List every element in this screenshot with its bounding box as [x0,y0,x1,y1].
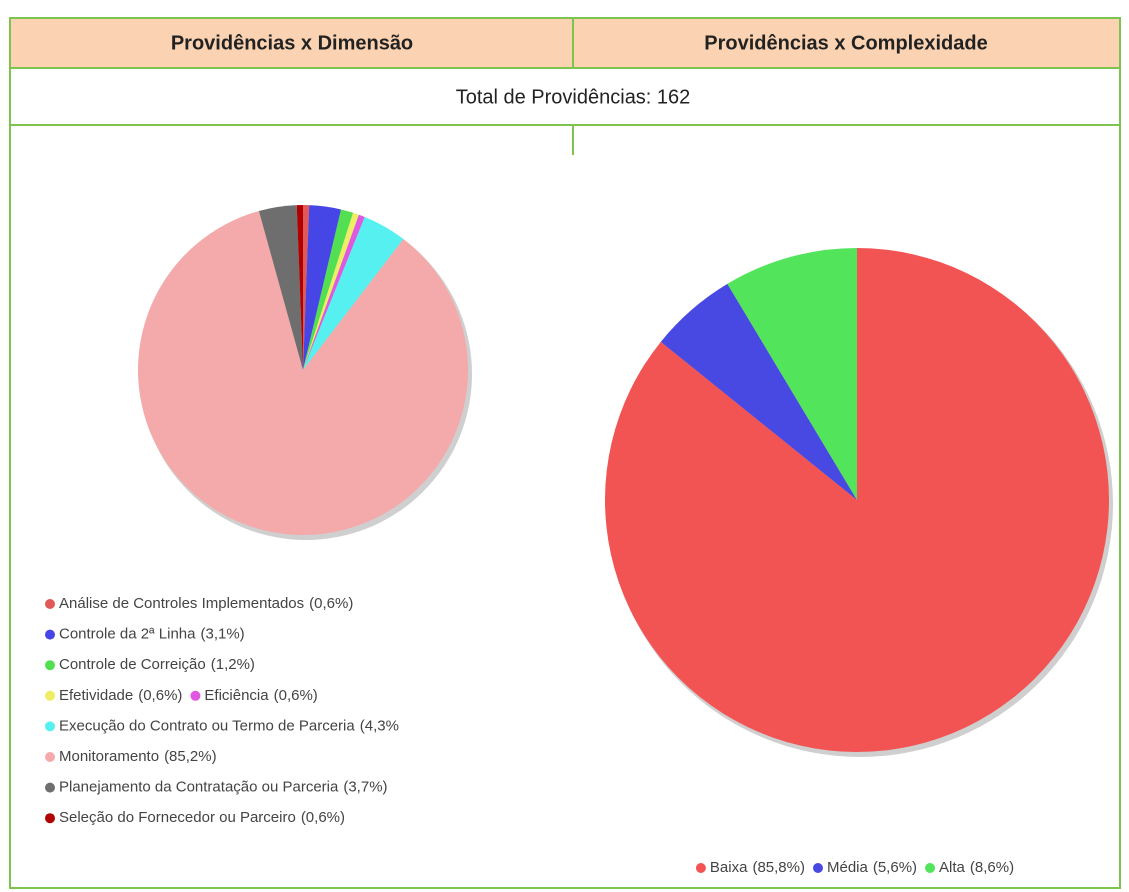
header-row [10,18,1120,68]
legend-label: Controle de Correição (1,2%) [59,656,255,673]
legend-item: Análise de Controles Implementados (0,6%) [45,595,353,612]
legend-item: Média (5,6%) [812,859,917,876]
legend-item: Controle da 2ª Linha (3,1%) [45,626,245,643]
legend-name: Controle da 2ª Linha [59,626,196,643]
legend-swatch [812,863,823,873]
legend-swatch [45,782,55,793]
legend-item: Alta (8,6%) [925,859,1014,876]
legend-value: (4,3% [360,717,399,734]
pie-slice [727,248,857,500]
total-label: Total de Providências: 162 [456,86,691,108]
legend-label: Eficiência (0,6%) [204,687,317,704]
pie-slice [303,205,310,370]
legend-value: (0,6%) [301,809,345,826]
pie-slice [303,216,404,370]
legend-swatch [695,863,706,873]
legend-value: (5,6%) [873,859,917,876]
header-left: Providências x Dimensão [171,32,413,54]
legend-name: Alta [939,859,966,876]
legend-label: Controle da 2ª Linha (3,1%) [59,626,245,643]
pie-slice [660,283,857,500]
pie-slice [138,210,469,536]
legend-name: Baixa [710,859,748,876]
pie-slice [605,248,1110,752]
frame [9,17,1121,889]
legend-name: Planejamento da Contratação ou Parceria [59,779,339,796]
legend-label: Seleção do Fornecedor ou Parceiro (0,6%) [59,809,345,826]
legend-value: (3,7%) [343,779,387,796]
legend-label: Monitoramento (85,2%) [59,748,217,765]
legend-swatch [45,599,55,609]
legend-name: Eficiência [204,687,269,704]
legend-swatch [190,690,201,701]
pie-slice [303,205,342,370]
legend-label: Execução do Contrato ou Termo de Parceri… [59,717,399,734]
pie-slice [296,205,303,370]
legend-value: (0,6%) [309,595,353,612]
legend-value: (3,1%) [200,626,244,643]
legend-value: (1,2%) [211,656,255,673]
legend-name: Seleção do Fornecedor ou Parceiro [59,809,296,826]
legend-swatch [45,752,55,762]
legend-name: Análise de Controles Implementados [59,595,304,612]
pie-slice [303,214,365,370]
pie-slice [303,212,359,370]
header-right: Providências x Complexidade [704,32,987,54]
legend-label: Alta (8,6%) [939,859,1014,876]
legend-item: Eficiência (0,6%) [190,687,318,704]
legend-item: Execução do Contrato ou Termo de Parceri… [45,717,399,734]
legend-name: Média [827,859,869,876]
legend-swatch [45,660,55,671]
legend-value: (85,2%) [164,748,217,765]
legend-label: Efetividade (0,6%) [59,687,182,704]
legend-item: Seleção do Fornecedor ou Parceiro (0,6%) [45,809,345,826]
pie-slice [258,205,303,370]
charts: Análise de Controles Implementados (0,6%)… [45,205,1113,876]
legend-label: Planejamento da Contratação ou Parceria(… [59,779,388,796]
legend-swatch [925,863,936,873]
legend-name: Efetividade [59,687,133,704]
pie-slice [303,209,354,370]
legend-item: Planejamento da Contratação ou Parceria(… [45,779,388,796]
legend-label: Baixa (85,8%) [710,859,805,876]
legend-item: Monitoramento (85,2%) [45,748,217,765]
legend-swatch [45,813,55,824]
legend-name: Execução do Contrato ou Termo de Parceri… [59,717,355,734]
legend-swatch [45,690,55,701]
legend-name: Monitoramento [59,748,159,765]
legend-label: Média (5,6%) [827,859,917,876]
legend-swatch [45,721,55,732]
legend-value: (85,8%) [752,859,805,876]
legend-value: (0,6%) [138,687,182,704]
legend-value: (0,6%) [274,687,318,704]
legend-item: Efetividade (0,6%) [45,687,182,704]
legend-label: Análise de Controles Implementados (0,6%) [59,595,353,612]
legend-value: (8,6%) [970,859,1014,876]
legend-item: Controle de Correição (1,2%) [45,656,255,673]
legend-name: Controle de Correição [59,656,206,673]
legend-item: Baixa (85,8%) [695,859,805,876]
legend-swatch [45,629,55,640]
